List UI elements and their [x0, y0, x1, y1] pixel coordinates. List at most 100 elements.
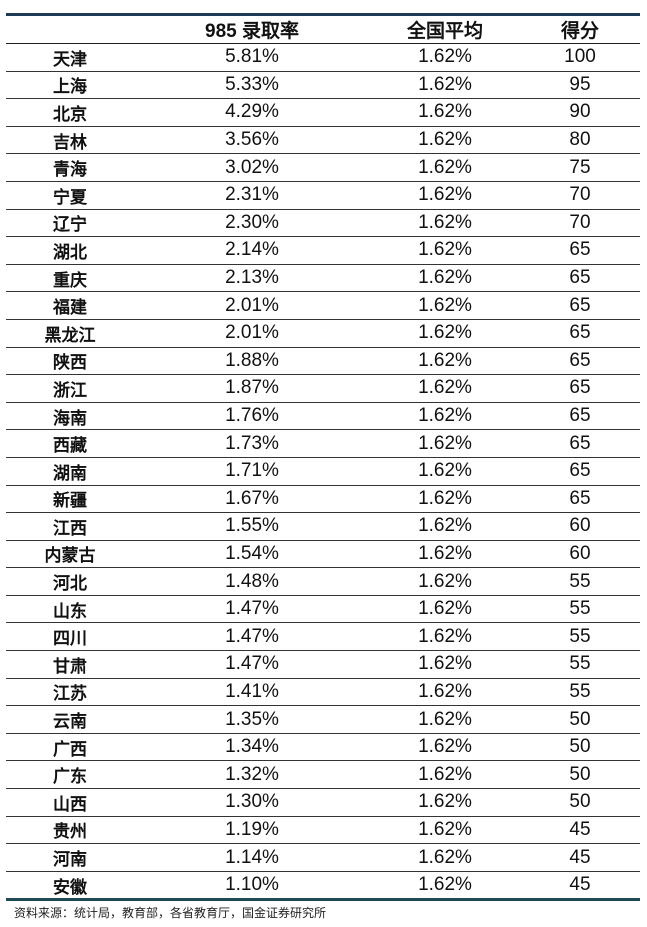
province-cell: 山西 — [6, 788, 134, 817]
national-average-cell: 1.62% — [370, 153, 520, 182]
score-cell: 65 — [520, 374, 640, 403]
province-cell: 浙江 — [6, 374, 134, 403]
score-cell: 65 — [520, 291, 640, 320]
rate-cell: 1.30% — [134, 788, 370, 817]
table-row: 吉林 3.56% 1.62% 80 — [6, 126, 640, 155]
rate-cell: 1.47% — [134, 650, 370, 679]
national-average-cell: 1.62% — [370, 347, 520, 376]
table-row: 河北 1.48% 1.62% 55 — [6, 567, 640, 596]
score-cell: 95 — [520, 71, 640, 100]
rate-cell: 1.88% — [134, 347, 370, 376]
score-cell: 50 — [520, 788, 640, 817]
score-cell: 55 — [520, 678, 640, 707]
rate-cell: 2.30% — [134, 209, 370, 238]
rate-cell: 1.47% — [134, 595, 370, 624]
national-average-cell: 1.62% — [370, 788, 520, 817]
national-average-cell: 1.62% — [370, 705, 520, 734]
score-cell: 55 — [520, 567, 640, 596]
score-cell: 65 — [520, 457, 640, 486]
national-average-cell: 1.62% — [370, 126, 520, 155]
rate-cell: 5.33% — [134, 71, 370, 100]
rate-cell: 2.31% — [134, 181, 370, 210]
rate-cell: 1.32% — [134, 760, 370, 790]
table-row: 天津 5.81% 1.62% 100 — [6, 43, 640, 72]
national-average-cell: 1.62% — [370, 512, 520, 541]
national-average-cell: 1.62% — [370, 209, 520, 238]
score-cell: 45 — [520, 816, 640, 845]
table-row: 甘肃 1.47% 1.62% 55 — [6, 650, 640, 679]
rate-cell: 2.13% — [134, 264, 370, 293]
province-cell: 重庆 — [6, 264, 134, 293]
table-row: 江苏 1.41% 1.62% 55 — [6, 678, 640, 707]
national-average-cell: 1.62% — [370, 402, 520, 431]
table-row: 北京 4.29% 1.62% 90 — [6, 98, 640, 127]
national-average-cell: 1.62% — [370, 871, 520, 902]
score-cell: 50 — [520, 733, 640, 762]
national-average-cell: 1.62% — [370, 622, 520, 652]
rate-cell: 1.41% — [134, 678, 370, 707]
rate-cell: 3.56% — [134, 126, 370, 155]
score-cell: 55 — [520, 595, 640, 624]
score-cell: 80 — [520, 126, 640, 155]
rate-cell: 1.71% — [134, 457, 370, 486]
national-average-cell: 1.62% — [370, 264, 520, 293]
national-average-cell: 1.62% — [370, 816, 520, 845]
province-cell: 山东 — [6, 595, 134, 624]
score-cell: 45 — [520, 871, 640, 902]
rate-cell: 1.87% — [134, 374, 370, 403]
rate-cell: 2.01% — [134, 319, 370, 348]
score-cell: 100 — [520, 43, 640, 72]
national-average-cell: 1.62% — [370, 71, 520, 100]
rate-cell: 1.76% — [134, 402, 370, 431]
table-row: 内蒙古 1.54% 1.62% 60 — [6, 540, 640, 569]
national-average-cell: 1.62% — [370, 374, 520, 403]
province-cell: 湖北 — [6, 236, 134, 265]
province-cell: 青海 — [6, 153, 134, 182]
province-cell: 吉林 — [6, 126, 134, 155]
national-average-cell: 1.62% — [370, 678, 520, 707]
table-row: 四川 1.47% 1.62% 55 — [6, 622, 640, 652]
rate-cell: 1.14% — [134, 843, 370, 872]
table-row: 湖南 1.71% 1.62% 65 — [6, 457, 640, 486]
rate-cell: 1.48% — [134, 567, 370, 596]
header-province — [6, 15, 134, 44]
header-row: 985 录取率 全国平均 得分 — [6, 14, 640, 44]
province-cell: 黑龙江 — [6, 319, 134, 348]
admission-rate-table: 985 录取率 全国平均 得分 天津 5.81% 1.62% 100 上海 5.33% 1.… — [6, 13, 640, 902]
table-row: 浙江 1.87% 1.62% 65 — [6, 374, 640, 403]
score-cell: 60 — [520, 540, 640, 569]
national-average-cell: 1.62% — [370, 733, 520, 762]
score-cell: 70 — [520, 181, 640, 210]
table-row: 江西 1.55% 1.62% 60 — [6, 512, 640, 541]
header-national-average: 全国平均 — [406, 21, 483, 42]
province-cell: 河北 — [6, 567, 134, 596]
province-cell: 广西 — [6, 733, 134, 762]
province-cell: 西藏 — [6, 429, 134, 458]
table-row: 福建 2.01% 1.62% 65 — [6, 291, 640, 320]
province-cell: 宁夏 — [6, 181, 134, 210]
province-cell: 广东 — [6, 760, 134, 790]
score-cell: 50 — [520, 760, 640, 790]
table-row: 西藏 1.73% 1.62% 65 — [6, 429, 640, 458]
table-row: 河南 1.14% 1.62% 45 — [6, 843, 640, 872]
table-row: 辽宁 2.30% 1.62% 70 — [6, 209, 640, 238]
province-cell: 贵州 — [6, 816, 134, 845]
province-cell: 河南 — [6, 843, 134, 872]
rate-cell: 1.35% — [134, 705, 370, 734]
score-cell: 65 — [520, 402, 640, 431]
score-cell: 65 — [520, 319, 640, 348]
table-row: 广西 1.34% 1.62% 50 — [6, 733, 640, 762]
national-average-cell: 1.62% — [370, 457, 520, 486]
score-cell: 70 — [520, 209, 640, 238]
table-row: 上海 5.33% 1.62% 95 — [6, 71, 640, 100]
province-cell: 海南 — [6, 402, 134, 431]
table-row: 云南 1.35% 1.62% 50 — [6, 705, 640, 734]
national-average-cell: 1.62% — [370, 429, 520, 458]
table-row: 贵州 1.19% 1.62% 45 — [6, 816, 640, 845]
province-cell: 陕西 — [6, 347, 134, 376]
national-average-cell: 1.62% — [370, 595, 520, 624]
national-average-cell: 1.62% — [370, 291, 520, 320]
rate-cell: 4.29% — [134, 98, 370, 127]
rate-cell: 5.81% — [134, 43, 370, 72]
province-cell: 甘肃 — [6, 650, 134, 679]
